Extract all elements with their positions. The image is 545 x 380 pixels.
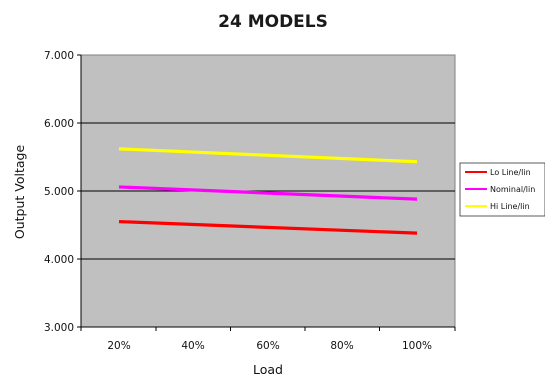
- x-tick-label: 20%: [107, 340, 130, 352]
- y-tick-label: 5.000: [44, 186, 74, 198]
- legend-entry: Nominal/lin: [490, 185, 535, 194]
- axes: [77, 54, 456, 331]
- y-tick-labels: 7.000 6.000 5.000 4.000 3.000: [44, 50, 74, 334]
- x-tick-labels: 20% 40% 60% 80% 100%: [107, 340, 432, 352]
- legend-entry: Hi Line/lin: [490, 202, 530, 211]
- series-line-1: [118, 220, 418, 235]
- x-tick-label: 40%: [181, 340, 204, 352]
- y-tick-label: 7.000: [44, 50, 74, 62]
- series-line-3: [118, 147, 418, 164]
- x-tick-label: 80%: [330, 340, 353, 352]
- series-lines: [118, 147, 418, 235]
- legend-entry: Lo Line/lin: [490, 168, 531, 177]
- series-line-2: [118, 185, 418, 201]
- x-axis-label: Load: [253, 362, 283, 377]
- chart-title: 24 MODELS: [218, 12, 328, 32]
- x-tick-label: 100%: [402, 340, 432, 352]
- y-axis-label: Output Voltage: [12, 145, 27, 240]
- y-tick-label: 6.000: [44, 118, 74, 130]
- x-tick-label: 60%: [256, 340, 279, 352]
- legend: Lo Line/lin Nominal/lin Hi Line/lin: [459, 162, 545, 217]
- y-tick-label: 3.000: [44, 322, 74, 334]
- gridlines: [81, 122, 455, 260]
- y-tick-label: 4.000: [44, 254, 74, 266]
